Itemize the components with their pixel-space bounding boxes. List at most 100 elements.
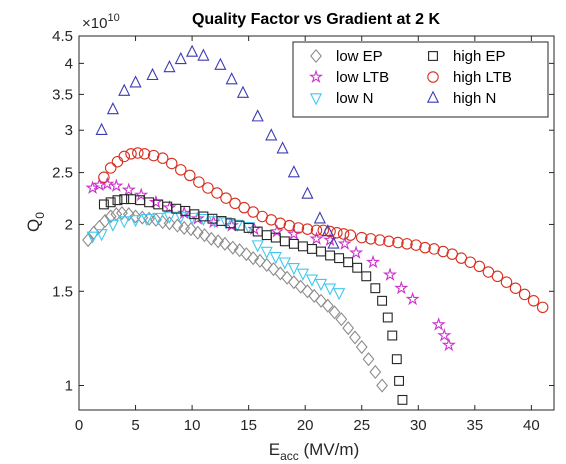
data-point xyxy=(134,187,149,202)
data-point xyxy=(355,231,368,244)
data-point xyxy=(95,229,108,242)
y-tick-label: 4.5 xyxy=(52,28,73,45)
data-point xyxy=(297,241,308,252)
data-point xyxy=(240,247,253,262)
x-axis-label: Eacc (MV/m) xyxy=(269,440,359,463)
data-point xyxy=(100,176,115,191)
data-point xyxy=(325,250,336,261)
data-point xyxy=(118,83,131,96)
data-point xyxy=(377,295,388,306)
data-point xyxy=(349,330,361,345)
y-tick-label: 2.5 xyxy=(52,165,73,182)
series-high-n xyxy=(95,44,340,249)
data-point xyxy=(352,262,363,273)
data-point xyxy=(441,337,456,352)
data-point xyxy=(205,231,218,246)
data-point xyxy=(509,282,522,294)
data-point xyxy=(174,51,187,65)
data-point xyxy=(334,253,345,264)
y-tick-label: 4 xyxy=(65,55,73,72)
data-point xyxy=(267,262,280,277)
data-point xyxy=(126,194,136,205)
data-point xyxy=(112,195,123,206)
x-tick-label: 5 xyxy=(131,417,139,434)
data-point xyxy=(260,257,273,273)
data-point xyxy=(212,234,225,249)
data-point xyxy=(383,235,395,248)
y-tick-label: 2 xyxy=(65,216,73,233)
data-point xyxy=(175,164,187,176)
data-point xyxy=(328,305,341,320)
legend-marker xyxy=(426,90,440,103)
data-point xyxy=(391,354,402,365)
legend-marker xyxy=(309,93,323,106)
data-point xyxy=(220,192,232,204)
series-high-ltb xyxy=(98,147,549,314)
data-point xyxy=(226,240,239,255)
plot-marks xyxy=(82,44,549,405)
y-axis-label: Q0 xyxy=(24,212,47,232)
data-point xyxy=(321,224,334,237)
y-tick-label: 3.5 xyxy=(52,86,73,103)
data-point xyxy=(193,176,205,188)
data-point xyxy=(410,239,422,251)
data-point xyxy=(265,128,278,141)
data-point xyxy=(191,225,204,240)
data-point xyxy=(288,238,299,249)
data-point xyxy=(310,224,323,237)
data-point xyxy=(518,288,531,301)
data-point xyxy=(527,295,540,307)
data-point xyxy=(321,298,334,313)
x-axis-ticks: 0 5 10 15 20 25 30 35 40 xyxy=(75,36,540,434)
data-point xyxy=(307,243,317,254)
data-point xyxy=(382,267,398,281)
data-point xyxy=(211,187,223,199)
data-point xyxy=(93,219,106,234)
data-point xyxy=(315,293,327,308)
data-point xyxy=(125,148,137,160)
x-tick-label: 25 xyxy=(353,417,370,434)
legend-label: high N xyxy=(453,90,496,107)
data-point xyxy=(437,328,452,342)
data-point xyxy=(156,215,169,230)
data-point xyxy=(149,212,162,227)
data-point xyxy=(98,199,109,210)
y-axis-label-main: Q xyxy=(24,219,43,232)
data-point xyxy=(269,252,282,265)
legend: low EP low LTB low N high EP high LTB high N xyxy=(292,41,549,118)
data-point xyxy=(118,150,130,163)
x-tick-label: 40 xyxy=(523,417,540,434)
data-point xyxy=(104,209,117,224)
data-point xyxy=(140,213,153,227)
data-point xyxy=(104,162,117,174)
legend-marker xyxy=(310,48,322,64)
data-point xyxy=(138,148,151,160)
legend-label: low N xyxy=(336,90,374,107)
data-point xyxy=(261,230,272,241)
x-tick-label: 20 xyxy=(297,417,314,434)
data-point xyxy=(283,219,296,232)
series-low-ep xyxy=(82,206,389,393)
data-point xyxy=(374,234,386,246)
data-point xyxy=(163,216,176,231)
data-point xyxy=(308,288,321,304)
data-point xyxy=(316,246,326,257)
x-tick-label: 0 xyxy=(75,417,83,434)
data-point xyxy=(394,280,409,295)
data-point xyxy=(287,262,300,276)
y-tick-label: 1 xyxy=(65,378,73,395)
y-tick-label: 3 xyxy=(65,122,73,139)
data-point xyxy=(431,317,446,331)
y-axis-exponent: ×1010 xyxy=(82,12,120,32)
data-point xyxy=(163,60,176,73)
data-point xyxy=(292,222,305,234)
data-point xyxy=(238,201,250,214)
data-point xyxy=(382,312,393,323)
y-axis-ticks: 1 1.5 2 2.5 3 3.5 4 4.5 xyxy=(52,28,554,395)
legend-box xyxy=(292,41,549,118)
data-point xyxy=(344,229,357,241)
data-point xyxy=(482,266,495,278)
data-point xyxy=(99,213,111,229)
data-point xyxy=(129,75,142,88)
data-point xyxy=(109,178,124,193)
